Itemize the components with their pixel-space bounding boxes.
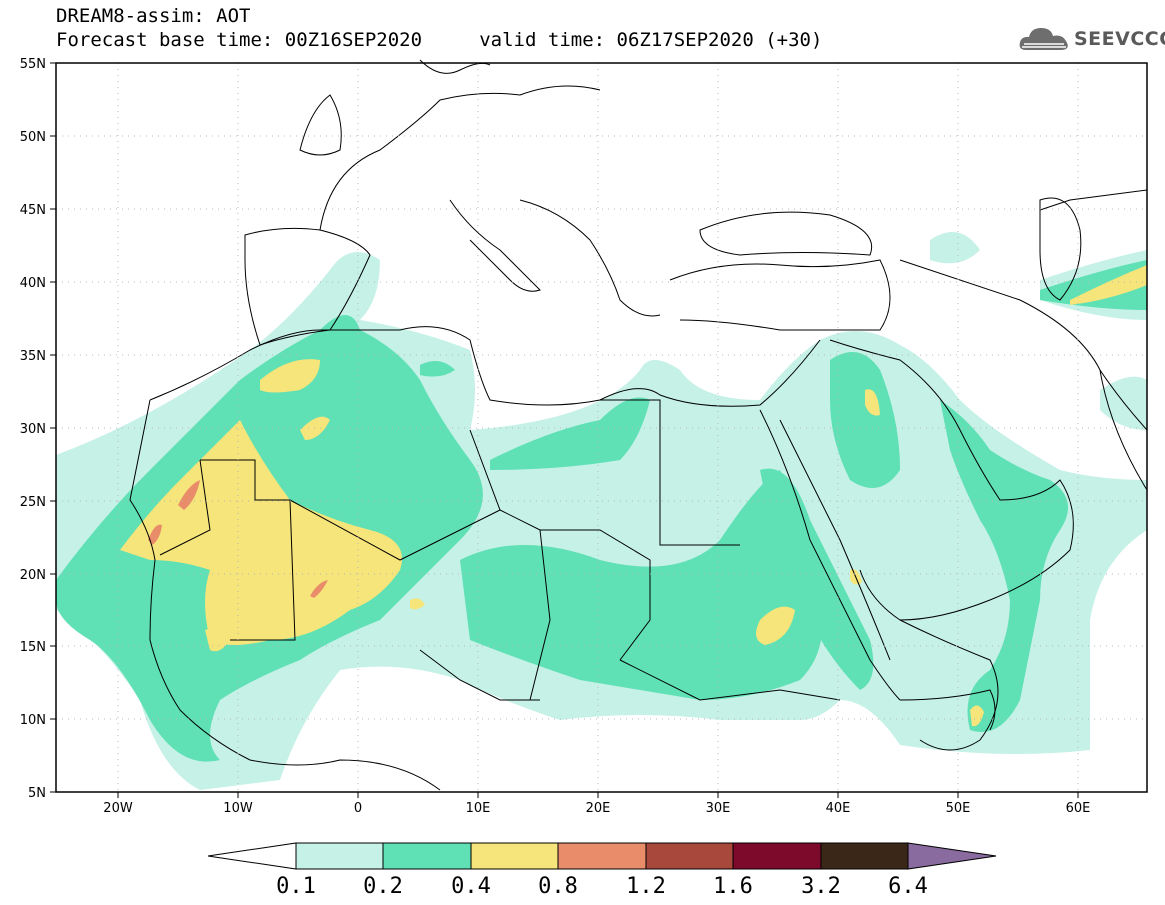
title-line-times: Forecast base time: 00Z16SEP2020 valid t… <box>56 29 823 51</box>
aot-shading <box>56 232 1147 790</box>
lon-tick-label: 10W <box>223 801 253 816</box>
lon-tick-label: 20E <box>586 801 611 816</box>
lon-tick-labels: 20W 10W 0 10E 20E 30E 40E 50E 60E <box>103 801 1090 816</box>
axis-ticks <box>50 62 1079 798</box>
colorbar-swatch <box>732 842 822 870</box>
colorbar-swatch <box>645 842 734 870</box>
colorbar-swatch <box>557 842 647 870</box>
lon-tick-label: 40E <box>826 801 851 816</box>
lon-tick-label: 30E <box>706 801 731 816</box>
lon-tick-label: 20W <box>103 801 133 816</box>
seevccc-logo: SEEVCCC <box>1018 22 1165 56</box>
lat-tick-label: 50N <box>20 130 46 145</box>
lon-tick-label: 50E <box>946 801 971 816</box>
colorbar-labels: 0.1 0.2 0.4 0.8 1.2 1.6 3.2 6.4 <box>276 874 928 899</box>
title-line-product: DREAM8-assim: AOT <box>56 5 251 27</box>
colorbar <box>207 842 997 870</box>
lat-tick-label: 35N <box>20 349 46 364</box>
lat-tick-label: 30N <box>20 422 46 437</box>
lat-tick-label: 5N <box>28 786 46 801</box>
colorbar-label: 0.4 <box>451 874 491 899</box>
colorbar-label: 0.2 <box>363 874 403 899</box>
colorbar-label: 1.2 <box>626 874 666 899</box>
lat-tick-label: 15N <box>20 640 46 655</box>
lon-tick-label: 0 <box>354 801 362 816</box>
colorbar-min-triangle <box>207 842 297 870</box>
cloud-logo-icon <box>1019 28 1068 50</box>
lon-tick-label: 10E <box>466 801 491 816</box>
lat-tick-label: 45N <box>20 203 46 218</box>
aot-band-0-8 <box>148 480 328 598</box>
colorbar-swatch <box>382 842 472 870</box>
colorbar-max-triangle <box>907 842 997 870</box>
lat-tick-label: 55N <box>20 57 46 72</box>
colorbar-swatch <box>295 842 384 870</box>
coastlines-and-borders <box>129 59 1148 791</box>
colorbar-swatch <box>470 842 559 870</box>
lat-tick-label: 10N <box>20 713 46 728</box>
lat-tick-label: 20N <box>20 568 46 583</box>
colorbar-label: 0.1 <box>276 874 316 899</box>
lat-tick-label: 25N <box>20 495 46 510</box>
colorbar-label: 0.8 <box>538 874 578 899</box>
colorbar-label: 3.2 <box>801 874 841 899</box>
colorbar-swatch <box>820 842 909 870</box>
colorbar-label: 6.4 <box>888 874 928 899</box>
lat-tick-labels: 55N 50N 45N 40N 35N 30N 25N 20N 15N 10N … <box>20 57 46 801</box>
lat-tick-label: 40N <box>20 276 46 291</box>
lon-tick-label: 60E <box>1066 801 1091 816</box>
map-title: DREAM8-assim: AOT Forecast base time: 00Z… <box>56 4 822 52</box>
colorbar-label: 1.6 <box>713 874 753 899</box>
logo-text: SEEVCCC <box>1074 28 1165 50</box>
